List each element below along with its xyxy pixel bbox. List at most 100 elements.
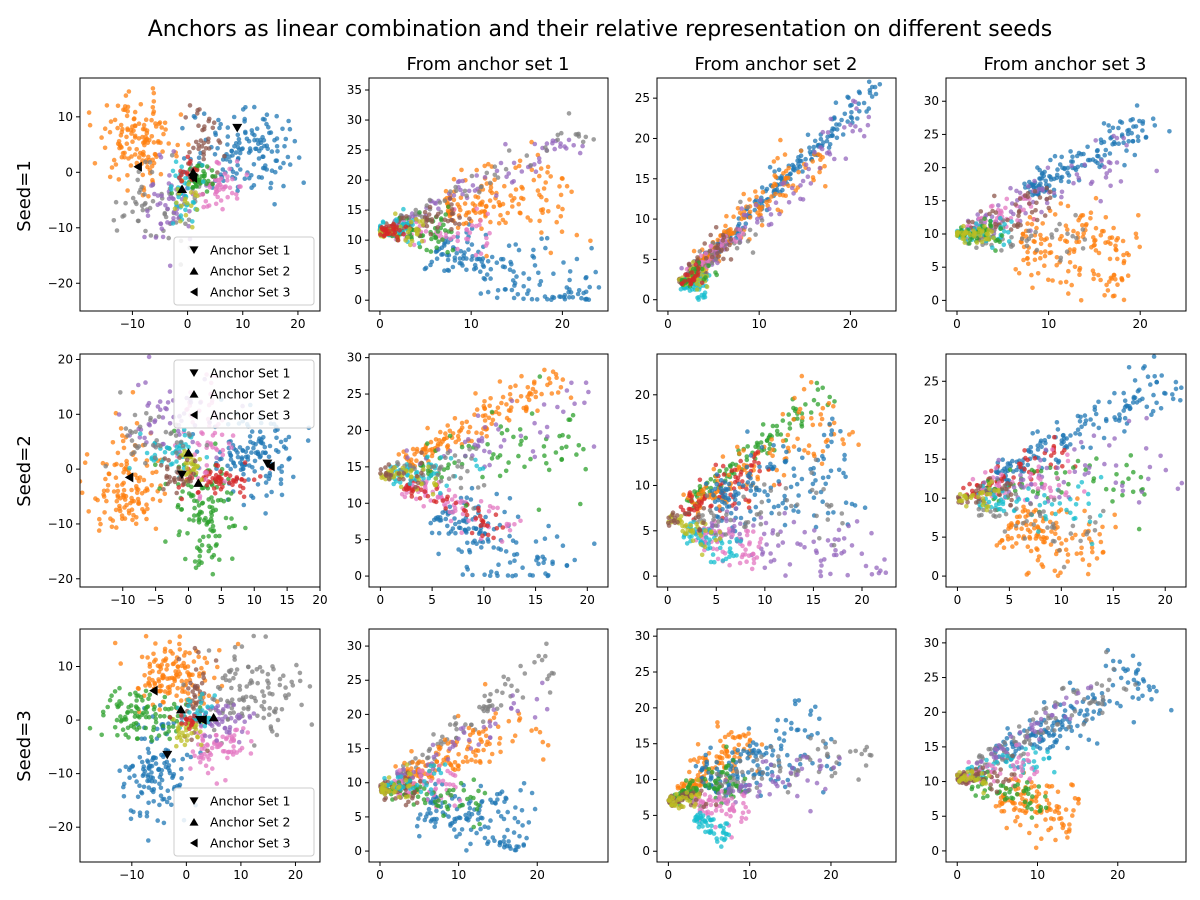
scatter-point-brown (1016, 213, 1021, 218)
y-tick-label: 15 (635, 172, 650, 186)
scatter-point-orange (1077, 272, 1082, 278)
scatter-point-gray (123, 426, 129, 431)
scatter-point-red (394, 224, 400, 230)
scatter-point-blue (291, 474, 296, 480)
scatter-point-orange (811, 451, 817, 457)
scatter-point-green (213, 533, 218, 539)
y-tick-label: 30 (924, 94, 939, 108)
scatter-point-pink (750, 551, 756, 557)
scatter-point-orange (558, 385, 564, 390)
scatter-point-blue (1070, 154, 1075, 160)
scatter-point-cyan (710, 552, 716, 557)
scatter-point-brown (415, 480, 421, 486)
scatter-point-cyan (144, 450, 150, 456)
scatter-point-blue (740, 483, 746, 488)
scatter-point-blue (488, 266, 494, 272)
scatter-point-olive (982, 224, 987, 229)
scatter-point-blue (1080, 445, 1086, 450)
scatter-point-green (574, 452, 579, 457)
scatter-point-blue (776, 503, 781, 509)
scatter-point-green (967, 241, 972, 246)
scatter-point-purple (474, 173, 480, 178)
scatter-point-purple (1107, 168, 1113, 173)
scatter-point-orange (817, 422, 823, 427)
scatter-point-purple (874, 565, 879, 571)
scatter-point-blue (246, 138, 252, 144)
scatter-point-purple (558, 141, 563, 146)
scatter-point-gray (471, 506, 476, 511)
scatter-point-orange (513, 187, 519, 192)
scatter-point-orange (820, 449, 826, 454)
scatter-point-blue (531, 247, 536, 253)
scatter-point-orange (130, 390, 136, 395)
scatter-point-olive (184, 201, 190, 206)
scatter-point-olive (189, 462, 195, 467)
scatter-point-purple (536, 156, 542, 161)
scatter-point-gray (113, 199, 119, 205)
scatter-point-gray (142, 192, 147, 197)
scatter-point-orange (96, 528, 102, 533)
scatter-point-green (189, 484, 194, 490)
scatter-point-purple (148, 430, 154, 435)
scatter-point-brown (970, 219, 975, 225)
scatter-point-purple (996, 203, 1001, 208)
scatter-point-blue (255, 482, 261, 487)
scatter-point-orange (801, 386, 807, 392)
scatter-point-orange (841, 441, 846, 447)
scatter-point-purple (561, 409, 566, 415)
scatter-point-olive (398, 224, 403, 230)
scatter-point-blue (791, 466, 796, 472)
scatter-point-olive (717, 529, 723, 535)
scatter-point-orange (1075, 231, 1080, 236)
scatter-point-purple (1023, 210, 1028, 216)
scatter-point-blue (251, 445, 256, 451)
scatter-point-blue (241, 502, 247, 508)
scatter-point-blue (769, 464, 774, 470)
scatter-point-orange (115, 488, 121, 494)
scatter-point-gray (453, 184, 458, 190)
scatter-point-purple (876, 570, 882, 576)
scatter-point-orange (1064, 239, 1070, 244)
scatter-point-blue (228, 452, 233, 458)
scatter-point-blue (436, 530, 442, 536)
scatter-point-orange (175, 142, 180, 148)
scatter-point-olive (717, 536, 723, 541)
scatter-point-red (689, 494, 694, 500)
scatter-point-orange (1066, 291, 1071, 296)
scatter-point-blue (1035, 443, 1041, 449)
legend-marker-set-2 (189, 266, 199, 275)
scatter-point-pink (486, 509, 492, 514)
scatter-point-orange (825, 437, 830, 443)
scatter-point-brown (426, 212, 432, 217)
scatter-point-gray (704, 493, 710, 499)
scatter-point-blue (542, 536, 548, 541)
scatter-point-pink (448, 518, 454, 524)
scatter-point-brown (701, 506, 707, 511)
scatter-point-pink (443, 234, 449, 239)
scatter-point-blue (796, 155, 801, 160)
scatter-point-orange (150, 496, 156, 502)
scatter-point-red (204, 482, 210, 488)
scatter-point-blue (872, 84, 878, 90)
scatter-point-orange (496, 411, 502, 417)
scatter-point-orange (510, 204, 515, 209)
scatter-point-brown (195, 107, 200, 113)
scatter-point-pink (197, 442, 202, 448)
scatter-point-blue (825, 444, 830, 449)
scatter-point-green (787, 426, 793, 431)
scatter-point-blue (512, 558, 517, 563)
scatter-point-blue (262, 166, 268, 171)
scatter-point-red (688, 281, 693, 287)
scatter-point-brown (966, 219, 971, 225)
scatter-point-orange (767, 450, 772, 456)
scatter-point-gray (775, 532, 781, 537)
scatter-point-green (583, 466, 588, 472)
scatter-point-pink (455, 231, 461, 236)
scatter-point-orange (519, 373, 524, 379)
scatter-point-gray (469, 456, 474, 461)
scatter-point-blue (795, 158, 800, 164)
scatter-point-orange (132, 152, 138, 157)
scatter-point-brown (422, 209, 428, 215)
scatter-point-blue (445, 523, 450, 529)
scatter-point-red (752, 459, 757, 464)
